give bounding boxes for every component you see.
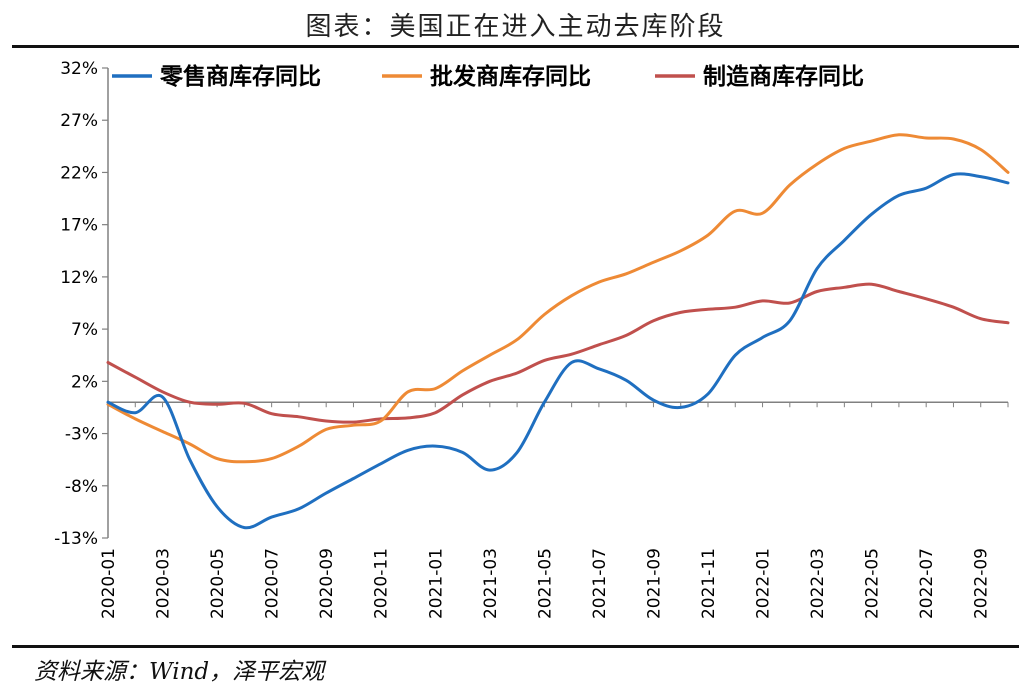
bottom-rule bbox=[12, 645, 1019, 648]
series-line-1 bbox=[106, 133, 1010, 464]
x-tick-label: 2020-11 bbox=[372, 548, 392, 619]
x-tick-label: 2021-05 bbox=[535, 548, 555, 619]
y-tick-label: -8% bbox=[65, 477, 98, 497]
legend: 零售商库存同比 批发商库存同比 制造商库存同比 bbox=[112, 63, 864, 90]
series-lines bbox=[106, 133, 1010, 530]
x-tick-label: 2021-11 bbox=[699, 548, 719, 619]
y-tick-label: 17% bbox=[60, 216, 98, 236]
y-tick-label: -3% bbox=[65, 425, 98, 445]
y-tick-label: 7% bbox=[71, 320, 98, 340]
legend-label-2: 制造商库存同比 bbox=[703, 63, 864, 90]
y-tick-label: 2% bbox=[71, 372, 98, 392]
line-chart: 32% 27% 22% 17% 12% 7% 2% -3% -8% -13%2020-01 2020… bbox=[54, 59, 1010, 619]
x-tick-label: 2022-05 bbox=[863, 548, 883, 619]
x-tick-label: 2022-01 bbox=[754, 548, 774, 619]
top-rule bbox=[12, 45, 1019, 48]
x-tick-label: 2020-07 bbox=[263, 548, 283, 619]
x-tick-label: 2020-05 bbox=[208, 548, 228, 619]
y-tick-label: 32% bbox=[60, 59, 98, 79]
source-note: 资料来源：Wind，泽平宏观 bbox=[34, 659, 325, 685]
y-tick-label: -13% bbox=[54, 529, 98, 549]
chart-title: 图表：美国正在进入主动去库阶段 bbox=[305, 12, 726, 42]
y-tick-label: 12% bbox=[60, 268, 98, 288]
legend-label-1: 批发商库存同比 bbox=[430, 63, 591, 90]
legend-label-0: 零售商库存同比 bbox=[159, 63, 321, 90]
series-line-2 bbox=[106, 282, 1010, 424]
x-tick-label: 2020-03 bbox=[154, 548, 174, 619]
series-line-0 bbox=[106, 172, 1010, 530]
x-tick-label: 2022-03 bbox=[808, 548, 828, 619]
x-tick-label: 2021-07 bbox=[590, 548, 610, 619]
x-tick-label: 2020-09 bbox=[317, 548, 337, 619]
x-tick-label: 2022-07 bbox=[917, 548, 937, 619]
x-tick-label: 2021-01 bbox=[426, 548, 446, 619]
x-tick-label: 2020-01 bbox=[99, 548, 119, 619]
x-tick-label: 2021-03 bbox=[481, 548, 501, 619]
axes: 32% 27% 22% 17% 12% 7% 2% -3% -8% -13%2020-01 2020… bbox=[54, 59, 1009, 619]
y-tick-label: 27% bbox=[60, 111, 98, 131]
x-tick-label: 2022-09 bbox=[972, 548, 992, 619]
x-tick-label: 2021-09 bbox=[644, 548, 664, 619]
y-tick-label: 22% bbox=[60, 163, 98, 183]
